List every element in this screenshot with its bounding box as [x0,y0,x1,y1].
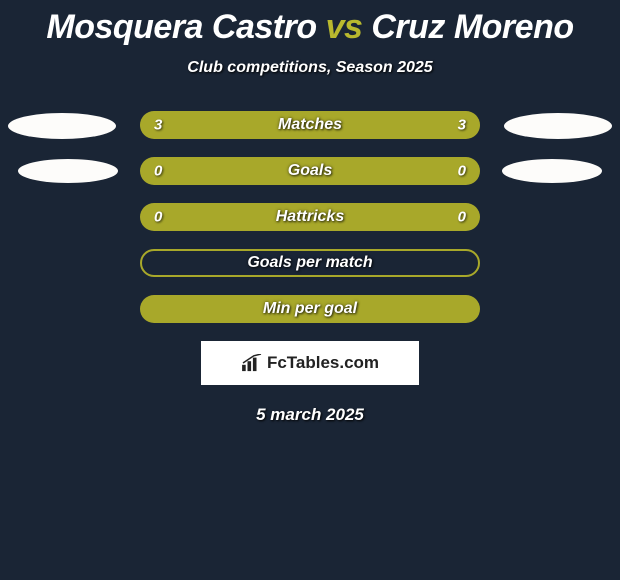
decoration-ellipse [8,113,116,139]
stats-block: 3 Matches 3 0 Goals 0 0 Hattricks 0 Goal… [140,111,480,323]
date: 5 march 2025 [256,405,364,425]
stat-row-goals: 0 Goals 0 [140,157,480,185]
chart-icon [241,354,263,372]
stat-row-min-per-goal: Min per goal [140,295,480,323]
player2-name: Cruz Moreno [371,8,573,46]
stat-right-value: 3 [458,117,466,134]
stat-left-value: 0 [154,209,162,226]
stat-row-goals-per-match: Goals per match [140,249,480,277]
stat-label: Hattricks [276,208,344,226]
vs-label: vs [326,8,363,46]
stat-label: Goals per match [247,254,372,272]
player1-name: Mosquera Castro [46,8,316,46]
stat-row-hattricks: 0 Hattricks 0 [140,203,480,231]
stat-left-value: 0 [154,163,162,180]
stat-right-value: 0 [458,163,466,180]
decoration-ellipse [18,159,118,183]
stat-label: Goals [288,162,332,180]
stat-label: Min per goal [263,300,357,318]
stat-label: Matches [278,116,342,134]
stat-row-matches: 3 Matches 3 [140,111,480,139]
decoration-ellipse [502,159,602,183]
subtitle: Club competitions, Season 2025 [187,59,432,77]
logo-text: FcTables.com [267,353,379,373]
stat-left-value: 3 [154,117,162,134]
stat-right-value: 0 [458,209,466,226]
decoration-ellipse [504,113,612,139]
title: Mosquera Castro vs Cruz Moreno [46,8,573,47]
logo-box: FcTables.com [201,341,419,385]
comparison-card: Mosquera Castro vs Cruz Moreno Club comp… [0,0,620,425]
